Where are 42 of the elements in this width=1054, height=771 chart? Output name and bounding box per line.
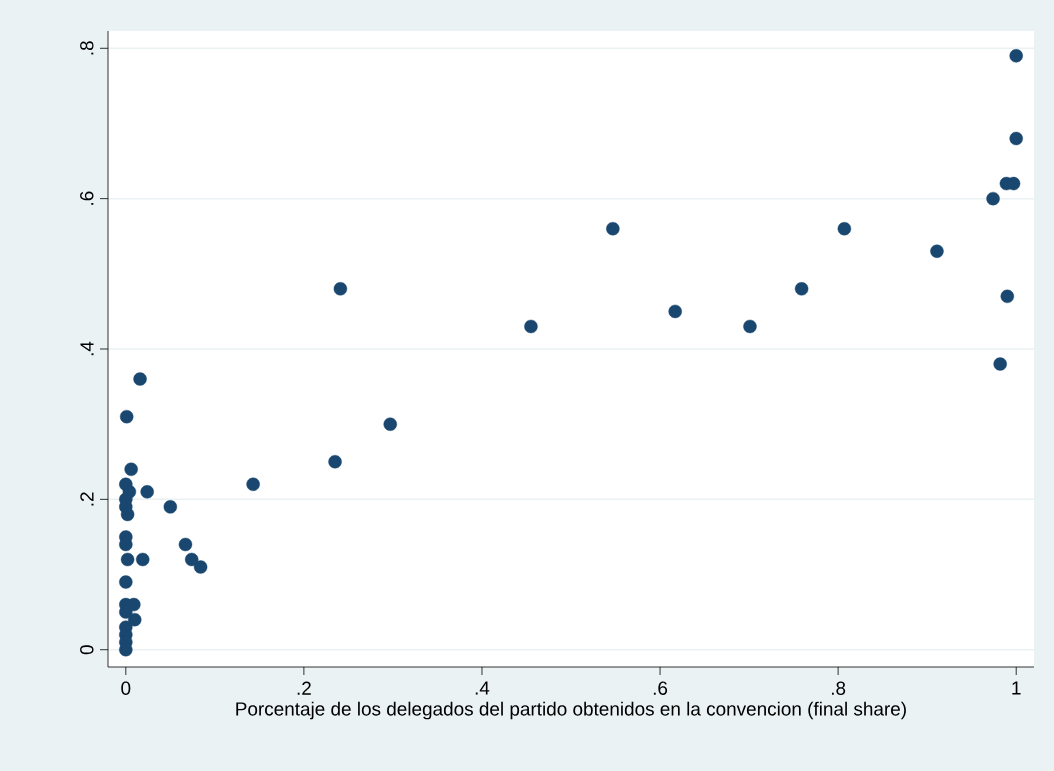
x-axis-title: Porcentaje de los delegados del partido obtenidos en la convencion (final share) [236, 701, 906, 720]
point [328, 455, 342, 469]
point [136, 552, 150, 567]
point [133, 372, 147, 386]
point [1009, 49, 1023, 63]
point [333, 282, 348, 296]
point [120, 507, 135, 522]
y-tick-label: .4 [80, 341, 94, 356]
x-tick-label: .4 [475, 681, 490, 695]
point [930, 244, 944, 258]
point [986, 191, 1000, 206]
y-tick-label: .6 [80, 191, 94, 205]
x-tick-label: 1 [1012, 681, 1021, 695]
point [119, 643, 133, 657]
point [119, 575, 133, 589]
x-tick-label: .2 [297, 681, 311, 695]
point [163, 500, 178, 514]
point [120, 552, 135, 567]
point [120, 409, 134, 424]
x-tick-label: .6 [653, 681, 668, 695]
point [140, 485, 154, 499]
point [124, 462, 138, 476]
x-tick-label: .8 [831, 681, 846, 695]
point [743, 319, 757, 334]
point [524, 319, 538, 334]
y-tick-label: 0 [80, 645, 94, 655]
point [383, 417, 397, 431]
point [668, 304, 682, 319]
point [606, 222, 620, 236]
point [185, 552, 199, 567]
point [1000, 289, 1014, 304]
point [178, 537, 193, 552]
point [794, 282, 809, 296]
point [128, 612, 142, 627]
point [993, 357, 1007, 371]
point [193, 560, 208, 574]
y-tick-label: .8 [80, 41, 94, 55]
point [837, 222, 852, 236]
y-tick-label: .2 [80, 492, 94, 506]
point [1009, 131, 1023, 146]
point [246, 477, 260, 492]
x-tick-label: 0 [121, 681, 131, 695]
